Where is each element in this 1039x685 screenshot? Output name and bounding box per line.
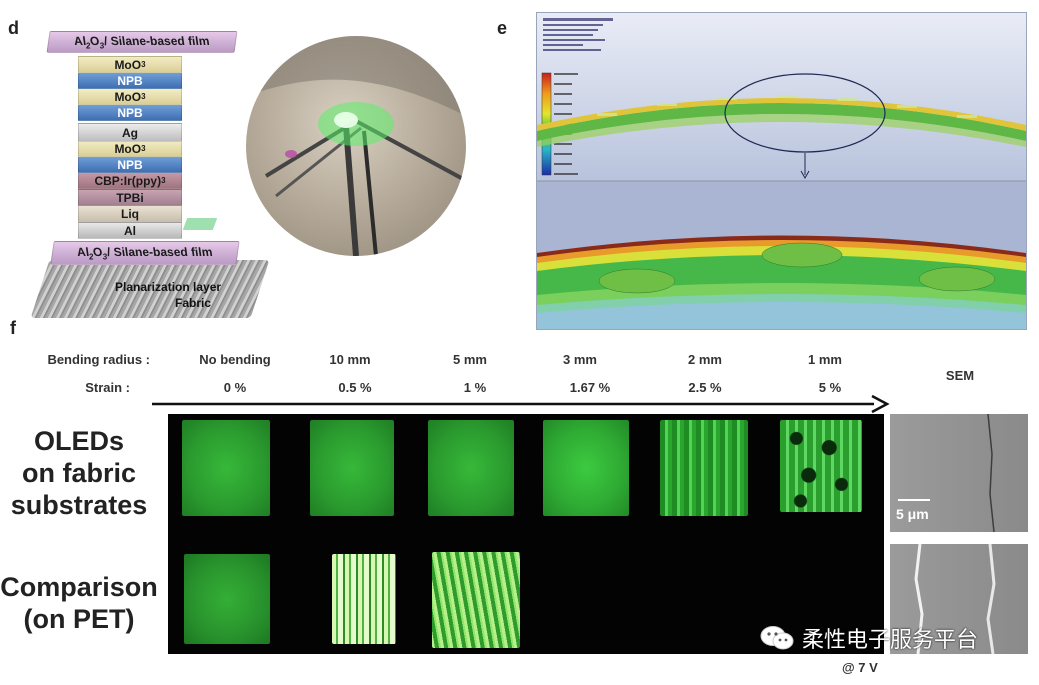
- col-radius-0: No bending: [199, 352, 271, 367]
- voltage-label: @ 7 V: [842, 660, 878, 675]
- panel-e-letter: e: [497, 18, 508, 38]
- watermark-text: 柔性电子服务平台: [802, 628, 979, 653]
- moo3-layer-1: MoO 3: [78, 56, 182, 73]
- fabric-oled-3mm: [543, 420, 629, 516]
- cbp-layer: CBP:Ir(ppy) 3: [78, 172, 182, 189]
- sem-header: SEM: [945, 368, 975, 383]
- col-strain-1: 0.5 %: [338, 380, 372, 395]
- wechat-icon: [760, 625, 794, 651]
- col-radius-3: 3 mm: [563, 352, 597, 367]
- sem-crack-lines: [898, 413, 995, 533]
- moo3-layer-2: MoO 3: [78, 88, 182, 105]
- strain-label: Strain :: [85, 380, 130, 395]
- panel-d-letter: d: [8, 18, 19, 38]
- fabric-oled-2mm: [660, 420, 748, 516]
- fabric-oled-no-bending: [182, 420, 270, 516]
- bending-radius-label: Bending radius :: [47, 352, 150, 367]
- npb-layer-2: NPB: [78, 104, 182, 121]
- col-radius-4: 2 mm: [688, 352, 722, 367]
- watermark: 柔性电子服务平台: [760, 622, 978, 654]
- planarization-label: Planarization layer: [115, 280, 222, 294]
- col-radius-5: 1 mm: [808, 352, 842, 367]
- col-strain-2: 1 %: [463, 380, 487, 395]
- npb-layer-3: NPB: [78, 156, 182, 173]
- sem-image-fabric: 5 μm: [890, 413, 1028, 533]
- col-strain-4: 2.5 %: [688, 380, 722, 395]
- fea-graphic: [537, 13, 1026, 329]
- col-radius-1: 10 mm: [329, 352, 371, 367]
- pet-oled-5mm: [432, 552, 520, 648]
- sem-pet-cracks: [914, 543, 996, 655]
- col-strain-5: 5 %: [818, 380, 842, 395]
- fabric-oled-1mm: [780, 420, 862, 512]
- photo-sketch: [246, 36, 466, 256]
- row-label-pet: Comparison (on PET): [0, 572, 158, 634]
- moo3-layer-3: MoO 3: [78, 140, 182, 157]
- sem-image-pet: [890, 543, 1028, 655]
- row-label-fabric: OLEDs on fabric substrates: [10, 426, 148, 520]
- oled-layer-stack: Planarization layer Fabric Al2O3/ Silane…: [30, 28, 270, 328]
- ag-layer: Ag: [78, 123, 182, 142]
- sem-scale-bar-label: 5 μm: [896, 506, 929, 522]
- fabric-oled-10mm: [310, 420, 394, 516]
- pet-oled-10mm: [332, 554, 396, 644]
- liq-layer: Liq: [78, 205, 182, 222]
- col-radius-2: 5 mm: [453, 352, 487, 367]
- col-strain-3: 1.67 %: [569, 380, 611, 395]
- tpbi-layer: TPBi: [78, 189, 182, 206]
- panel-f-letter: f: [10, 318, 16, 338]
- top-film-layer: Al2O3/ Silane-based film: [46, 31, 238, 53]
- col-strain-0: 0 %: [223, 380, 247, 395]
- strain-arrow: [152, 394, 890, 414]
- al-layer: Al: [78, 222, 182, 239]
- fabric-label: Fabric: [175, 296, 212, 310]
- pet-oled-no-bending: [184, 554, 270, 644]
- emission-image-strip: [168, 414, 884, 654]
- bottom-film-layer: Al2O3/ Silane-based film: [50, 241, 240, 265]
- green-electrode: [182, 218, 218, 230]
- npb-layer-1: NPB: [78, 72, 182, 89]
- fea-simulation: [536, 12, 1027, 330]
- device-photo: [246, 36, 466, 256]
- fabric-oled-5mm: [428, 420, 514, 516]
